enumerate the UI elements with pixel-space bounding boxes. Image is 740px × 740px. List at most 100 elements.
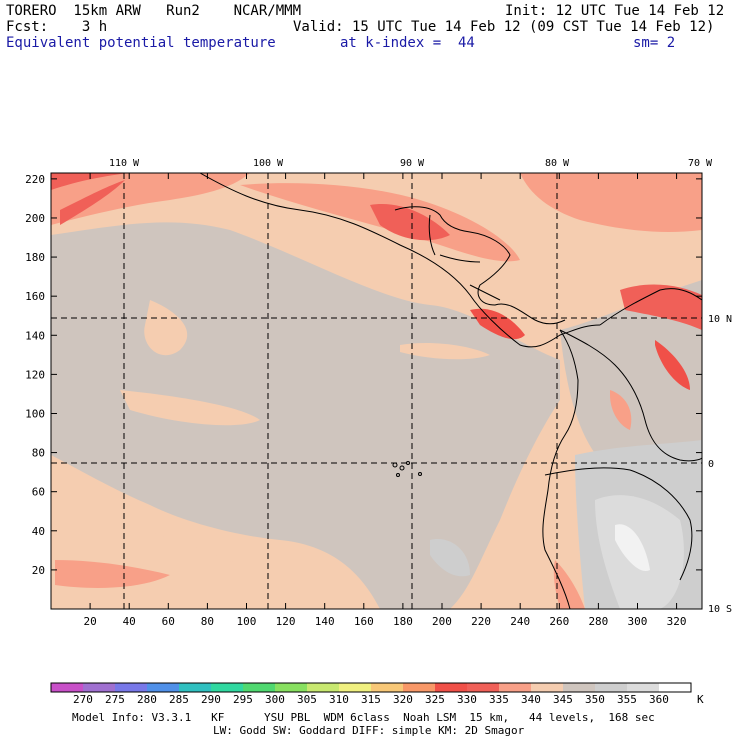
longitude-labels: 110 W 100 W 90 W 80 W 70 W bbox=[109, 158, 713, 169]
smoothing-label: sm= 2 bbox=[633, 35, 676, 51]
colorbar-frame bbox=[50, 682, 692, 693]
colorbar-swatch bbox=[563, 683, 596, 692]
lon-label-90w: 90 W bbox=[400, 158, 425, 169]
colorbar-level-label: 310 bbox=[329, 693, 349, 706]
colorbar-level-label: 315 bbox=[361, 693, 381, 706]
field-band-335-andes bbox=[610, 390, 632, 430]
model-info-line2: LW: Godd SW: Goddard DIFF: simple KM: 2D… bbox=[213, 724, 525, 737]
field-band-335-nw bbox=[51, 173, 250, 225]
field-band-335-coast bbox=[553, 560, 585, 609]
field-band-330-colombia bbox=[620, 284, 702, 330]
lon-label-80w: 80 W bbox=[545, 158, 570, 169]
lat-lon-grid bbox=[51, 173, 702, 609]
lon-label-70w: 70 W bbox=[688, 158, 713, 169]
colorbar-level-label: 320 bbox=[393, 693, 413, 706]
y-tick-label: 140 bbox=[25, 329, 45, 342]
y-tick-label: 120 bbox=[25, 368, 45, 381]
field-tongue-2 bbox=[120, 390, 260, 426]
x-axis-ticks: 20 40 60 80 100 120 140 160 180 200 220 240 260 280 30… bbox=[83, 173, 687, 628]
colorbar-swatch bbox=[275, 683, 308, 692]
colorbar-swatch bbox=[115, 683, 148, 692]
x-tick-label: 120 bbox=[276, 615, 296, 628]
forecast-hour: Fcst: 3 h bbox=[6, 19, 108, 35]
model-info-line1: Model Info: V3.3.1 KF YSU PBL WDM 6class… bbox=[72, 711, 655, 724]
colorbar-level-label: 275 bbox=[105, 693, 125, 706]
lon-label-100w: 100 W bbox=[253, 158, 284, 169]
field-band-335-south bbox=[55, 560, 170, 588]
colorbar-swatch bbox=[499, 683, 532, 692]
x-tick-label: 260 bbox=[549, 615, 569, 628]
colorbar-swatch bbox=[211, 683, 244, 692]
colorbar-level-label: 330 bbox=[457, 693, 477, 706]
colorbar-level-label: 270 bbox=[73, 693, 93, 706]
y-axis-ticks: 20 40 60 80 100 120 140 160 180 200 220 bbox=[25, 173, 702, 577]
x-tick-label: 20 bbox=[83, 615, 96, 628]
galapagos-2 bbox=[399, 465, 405, 471]
north-colombia-coast bbox=[599, 288, 702, 326]
x-tick-label: 140 bbox=[315, 615, 335, 628]
lat-label-0: 0 bbox=[708, 459, 714, 470]
colorbar-swatch bbox=[51, 683, 84, 692]
colorbar-level-label: 295 bbox=[233, 693, 253, 706]
valid-time: Valid: 15 UTC Tue 14 Feb 12 (09 CST Tue … bbox=[293, 19, 715, 35]
x-tick-label: 60 bbox=[162, 615, 175, 628]
colorbar bbox=[51, 683, 692, 692]
colorbar-swatch bbox=[147, 683, 180, 692]
lat-label-10n: 10 N bbox=[708, 314, 732, 325]
colorbar-level-label: 325 bbox=[425, 693, 445, 706]
map-frame bbox=[50, 172, 703, 610]
field-band-335-caribbean bbox=[520, 173, 702, 232]
colorbar-swatch bbox=[179, 683, 212, 692]
y-tick-label: 200 bbox=[25, 212, 45, 225]
lat-label-10s: 10 S bbox=[708, 604, 732, 615]
colorbar-level-label: 345 bbox=[553, 693, 573, 706]
x-tick-label: 320 bbox=[667, 615, 687, 628]
x-tick-label: 200 bbox=[432, 615, 452, 628]
x-tick-label: 180 bbox=[393, 615, 413, 628]
y-tick-label: 20 bbox=[32, 564, 45, 577]
south-america-coastline bbox=[542, 329, 579, 609]
field-band-330-nw2 bbox=[60, 180, 125, 225]
x-tick-label: 280 bbox=[588, 615, 608, 628]
country-borders-central-america bbox=[428, 214, 501, 301]
colorbar-swatch bbox=[403, 683, 436, 692]
x-tick-label: 80 bbox=[201, 615, 214, 628]
theta-e-field bbox=[51, 173, 702, 609]
colorbar-swatch bbox=[435, 683, 468, 692]
field-band-325-costa-rica bbox=[470, 308, 525, 340]
y-tick-label: 160 bbox=[25, 290, 45, 303]
field-tongue-3 bbox=[400, 343, 490, 360]
field-band-330-nw bbox=[51, 173, 130, 190]
colorbar-swatch bbox=[531, 683, 564, 692]
y-tick-label: 180 bbox=[25, 251, 45, 264]
colorbar-level-label: 305 bbox=[297, 693, 317, 706]
init-time: Init: 12 UTC Tue 14 Feb 12 bbox=[505, 3, 725, 19]
field-band-325-colombia2 bbox=[655, 340, 690, 390]
colorbar-level-label: 290 bbox=[201, 693, 221, 706]
colorbar-unit: K bbox=[697, 693, 704, 706]
colorbar-swatch bbox=[371, 683, 404, 692]
colorbar-swatch bbox=[307, 683, 340, 692]
title-run-info: TORERO 15km ARW Run2 NCAR/MMM bbox=[6, 3, 302, 19]
x-tick-label: 300 bbox=[628, 615, 648, 628]
galapagos-4 bbox=[418, 472, 422, 476]
country-border-colombia bbox=[559, 329, 702, 462]
y-tick-label: 80 bbox=[32, 447, 45, 460]
colorbar-swatch bbox=[659, 683, 692, 692]
lon-label-110w: 110 W bbox=[109, 158, 140, 169]
field-band-360 bbox=[615, 524, 650, 571]
colorbar-level-label: 335 bbox=[489, 693, 509, 706]
colorbar-level-label: 340 bbox=[521, 693, 541, 706]
colorbar-level-label: 355 bbox=[617, 693, 637, 706]
field-tongue-1 bbox=[144, 300, 188, 356]
y-tick-label: 220 bbox=[25, 173, 45, 186]
colorbar-swatch bbox=[467, 683, 500, 692]
colorbar-swatch bbox=[595, 683, 628, 692]
x-tick-label: 160 bbox=[354, 615, 374, 628]
colorbar-level-label: 280 bbox=[137, 693, 157, 706]
latitude-labels: 10 N 0 10 S bbox=[708, 314, 732, 615]
y-tick-label: 60 bbox=[32, 486, 45, 499]
colorbar-swatch bbox=[83, 683, 116, 692]
country-border-ecuador-peru bbox=[544, 467, 693, 581]
